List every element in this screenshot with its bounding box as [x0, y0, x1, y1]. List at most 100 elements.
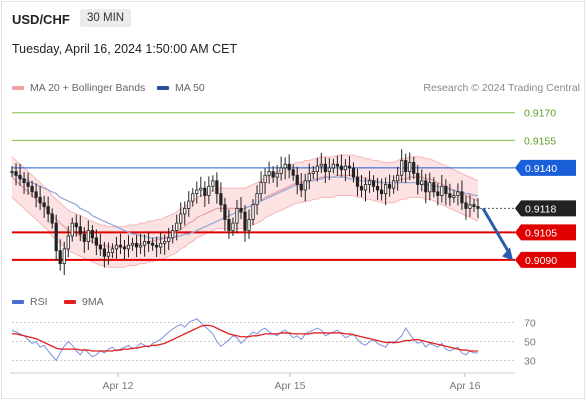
candle-body: [138, 244, 143, 248]
candle-body: [191, 193, 195, 202]
candle-body: [448, 193, 452, 198]
candle-body: [106, 252, 111, 257]
candle-body: [335, 163, 339, 167]
candle-body: [456, 191, 460, 196]
legend-ma50: MA 50: [157, 82, 205, 94]
candle-body: [472, 204, 476, 207]
candle-body: [118, 244, 123, 248]
candle-body: [66, 235, 70, 250]
candle-body: [351, 167, 356, 178]
candle-body: [130, 242, 135, 246]
candle-body: [416, 173, 420, 185]
candle-body: [38, 196, 42, 204]
bollinger-upper-line: [11, 154, 479, 228]
candle-body: [307, 173, 311, 182]
candle-body: [223, 204, 227, 220]
candle-body: [46, 206, 50, 215]
candle-body: [468, 204, 472, 209]
level-label-3: 0.9118: [525, 203, 556, 215]
forecast-arrow-shaft: [481, 207, 512, 256]
candle-body: [315, 165, 319, 173]
candle-body: [203, 187, 207, 196]
candle-body: [259, 182, 263, 195]
candle-body: [303, 180, 307, 191]
legend-9ma: 9MA: [64, 296, 104, 308]
rsi-swatch: [12, 300, 24, 304]
rsi-tick-30: 30: [524, 356, 536, 368]
candle-body: [392, 180, 396, 189]
candle-body: [70, 222, 74, 237]
rsi-series-9ma: [12, 324, 478, 352]
candle-body: [175, 222, 179, 231]
candle-body: [440, 185, 444, 196]
candle-body: [58, 250, 62, 265]
candle-body: [420, 180, 424, 185]
candle-body: [379, 189, 384, 195]
timeframe-badge[interactable]: 30 MIN: [80, 9, 132, 27]
candle-body: [179, 213, 183, 224]
candle-body: [291, 169, 295, 176]
candle-body: [94, 237, 98, 246]
candle-body: [231, 222, 235, 231]
candle-body: [400, 160, 404, 176]
level-label-0: 0.9170: [524, 108, 556, 120]
candle-body: [122, 246, 127, 250]
candle-body: [239, 207, 243, 213]
candle-body: [146, 241, 151, 244]
rsi-series-rsi: [11, 318, 478, 362]
candle-body: [283, 163, 287, 169]
candle-body: [263, 174, 267, 184]
candle-body: [155, 244, 159, 248]
candle-body: [367, 180, 372, 185]
candle-body: [383, 184, 388, 195]
candle-body: [279, 167, 283, 174]
ma50-label: MA 50: [175, 82, 205, 94]
candle-body: [62, 248, 66, 265]
level-label-2: 0.9140: [525, 163, 557, 175]
candle-body: [255, 193, 259, 206]
candle-body: [171, 230, 175, 239]
candle-body: [90, 230, 94, 239]
candle-body: [86, 230, 90, 242]
candle-body: [159, 242, 163, 248]
candle-body: [14, 171, 18, 176]
candle-body: [167, 237, 171, 242]
forecast-arrow-head: [502, 247, 513, 261]
ma9-swatch: [64, 300, 76, 304]
level-label-1: 0.9155: [524, 135, 556, 147]
candle-body: [211, 180, 215, 187]
candle-body: [126, 244, 131, 250]
candle-body: [134, 242, 139, 248]
candle-body: [339, 165, 344, 171]
candle-body: [74, 222, 78, 228]
candle-body: [464, 202, 468, 209]
candle-body: [215, 180, 219, 195]
candle-body: [460, 191, 464, 204]
candle-body: [452, 195, 456, 198]
candle-body: [54, 222, 58, 252]
candle-body: [363, 184, 368, 191]
level-badge-2: [515, 159, 576, 176]
candle-body: [34, 191, 38, 198]
candle-body: [375, 185, 380, 191]
x-tick-label: Apr 12: [103, 380, 134, 392]
candle-body: [235, 207, 239, 224]
candle-body: [271, 171, 275, 178]
candle-body: [78, 226, 82, 235]
level-badge-3: [515, 200, 576, 217]
rsi-tick-50: 50: [524, 337, 536, 349]
candle-body: [347, 165, 352, 169]
candle-body: [18, 174, 22, 180]
candle-body: [432, 182, 436, 193]
candle-body: [408, 161, 412, 172]
candle-body: [219, 193, 223, 206]
candle-body: [82, 233, 86, 242]
candle-body: [247, 219, 251, 231]
bollinger-label: MA 20 + Bollinger Bands: [30, 82, 146, 94]
legend-bollinger: MA 20 + Bollinger Bands: [12, 82, 145, 94]
candle-body: [102, 248, 107, 257]
candle-body: [10, 171, 14, 174]
candle-body: [404, 160, 408, 172]
